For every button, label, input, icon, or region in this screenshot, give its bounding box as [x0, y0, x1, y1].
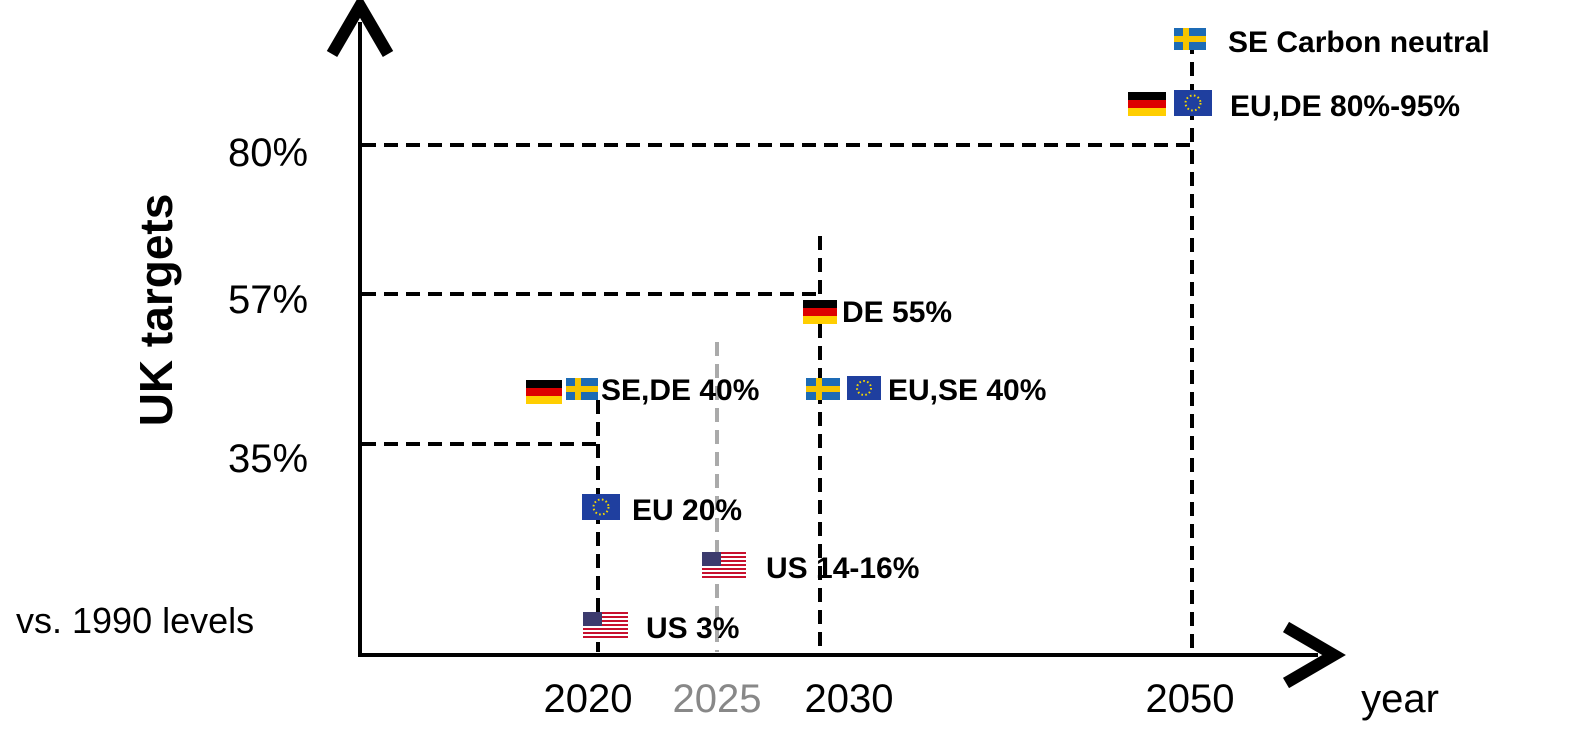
y-axis-title: UK targets	[130, 194, 182, 427]
de-flag	[1128, 92, 1166, 116]
year-label-2025: 2025	[673, 677, 762, 721]
x-axis-unit-label: year	[1361, 677, 1439, 721]
annotation-se-carbon-neutral: SE Carbon neutral	[1174, 26, 1490, 59]
year-label-2050: 2050	[1146, 677, 1235, 721]
annotation-us-3: US 3%	[583, 612, 739, 645]
annotation-text: EU,DE 80%-95%	[1230, 90, 1460, 123]
annotation-eu-se-40: EU,SE 40%	[806, 374, 1046, 407]
annotation-text: SE Carbon neutral	[1228, 26, 1490, 59]
annotation-text: US 14-16%	[766, 552, 919, 585]
us-flag	[583, 612, 628, 638]
uk-target-label-57: 57%	[228, 278, 308, 322]
eu-flag	[582, 494, 620, 520]
annotation-text: DE 55%	[842, 296, 952, 329]
annotation-us-14-16: US 14-16%	[702, 552, 919, 585]
uk-target-label-35: 35%	[228, 437, 308, 481]
se-flag	[1174, 28, 1206, 50]
eu-flag	[1174, 90, 1212, 116]
baseline-label: vs. 1990 levels	[16, 600, 254, 641]
annotation-text: US 3%	[646, 612, 739, 645]
annotation-eu-de-80-95: EU,DE 80%-95%	[1128, 90, 1460, 123]
se-flag	[566, 378, 598, 400]
annotation-text: SE,DE 40%	[601, 374, 759, 407]
year-label-2030: 2030	[805, 677, 894, 721]
annotation-eu-20: EU 20%	[582, 494, 742, 527]
eu-flag	[847, 376, 881, 400]
year-label-2020: 2020	[544, 677, 633, 721]
uk-target-label-80: 80%	[228, 131, 308, 175]
annotation-de-55: DE 55%	[803, 296, 952, 329]
de-flag	[526, 380, 562, 404]
annotation-text: EU,SE 40%	[888, 374, 1046, 407]
se-flag	[806, 378, 840, 400]
us-flag	[702, 552, 746, 578]
de-flag	[803, 300, 837, 324]
annotation-se-de-40: SE,DE 40%	[526, 374, 759, 407]
annotation-text: EU 20%	[632, 494, 742, 527]
